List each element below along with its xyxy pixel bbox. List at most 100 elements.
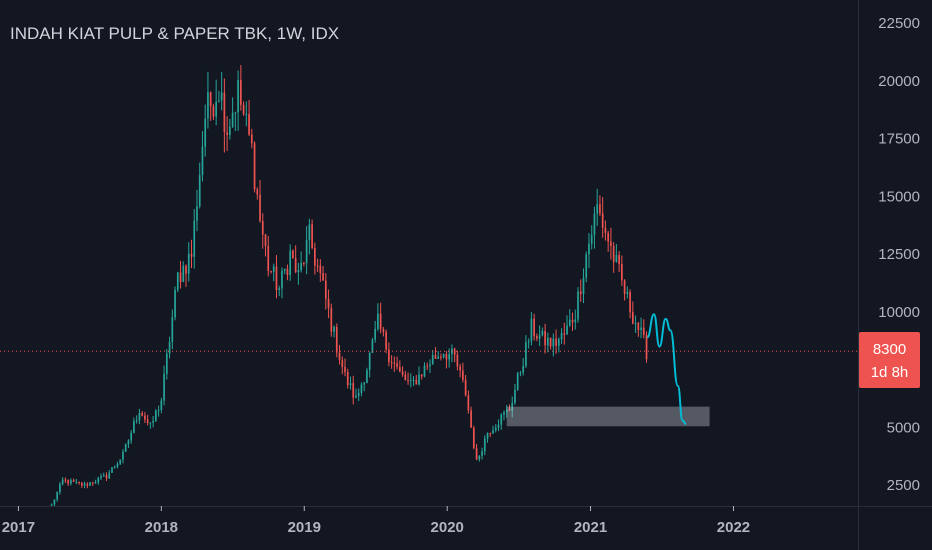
candle-body: [552, 338, 555, 347]
candle-body: [190, 253, 193, 257]
candle-body: [176, 272, 179, 291]
candle: [629, 289, 631, 319]
candle: [130, 430, 133, 444]
candle: [634, 315, 637, 333]
candle: [308, 218, 311, 255]
candle-body: [445, 354, 448, 360]
candle: [311, 219, 313, 250]
candle-body: [116, 463, 119, 467]
candle-body: [464, 379, 467, 396]
candle-body: [442, 354, 445, 358]
candle: [599, 195, 601, 217]
candle: [105, 472, 108, 481]
candle-body: [201, 146, 204, 175]
candle-body: [516, 373, 519, 390]
candle: [530, 312, 533, 346]
candle-body: [530, 318, 533, 342]
time-axis[interactable]: 2017 2018 2019 2020 2021 2022: [2, 506, 750, 536]
candle: [344, 358, 346, 377]
candle-body: [64, 479, 67, 481]
y-tick-label: 5000: [887, 419, 920, 436]
candle-body: [335, 326, 338, 353]
candle-body: [155, 410, 157, 421]
candle-body: [278, 288, 281, 291]
candle: [319, 259, 322, 282]
candle: [525, 335, 527, 368]
candle-body: [174, 290, 176, 318]
candle: [122, 449, 124, 464]
candle-body: [420, 374, 423, 377]
candle: [396, 356, 398, 370]
candle-body: [270, 270, 272, 272]
candle-body: [113, 466, 116, 468]
candle-body: [86, 483, 89, 486]
candle-body: [223, 92, 226, 133]
candle-body: [467, 395, 470, 411]
candle: [442, 353, 445, 359]
candle: [59, 482, 61, 495]
candle: [198, 162, 201, 209]
candle: [478, 455, 481, 462]
candle-body: [637, 323, 640, 331]
candle-body: [297, 269, 300, 273]
candle-body: [418, 374, 420, 385]
candle: [388, 342, 390, 367]
candle-body: [198, 174, 201, 207]
candle: [621, 255, 623, 286]
candle: [146, 414, 149, 426]
y-tick-label: 20000: [878, 73, 920, 90]
candle: [585, 251, 588, 283]
candle-body: [453, 348, 456, 355]
x-tick-label: 2019: [288, 519, 321, 536]
candle: [555, 329, 557, 354]
y-tick-label: 2500: [887, 477, 920, 494]
candle-body: [56, 492, 59, 500]
candle: [190, 239, 193, 269]
candle-body: [642, 327, 645, 335]
candle: [368, 351, 371, 378]
candle: [72, 478, 75, 483]
candle-body: [341, 360, 344, 367]
candle: [67, 479, 69, 486]
projection-drawing[interactable]: [646, 313, 687, 425]
candle-body: [407, 380, 409, 382]
candle-body: [486, 433, 489, 439]
candle-body: [272, 266, 275, 272]
candle: [97, 476, 100, 485]
support-zone[interactable]: [506, 406, 710, 427]
candle-body: [626, 291, 629, 294]
candle-body: [366, 370, 368, 383]
candle: [467, 390, 470, 414]
candle-body: [588, 243, 590, 255]
candle-body: [67, 480, 69, 484]
candle-body: [404, 374, 407, 381]
candle: [335, 323, 338, 358]
candle: [223, 78, 226, 153]
candle: [218, 90, 220, 103]
candle: [283, 268, 286, 275]
candle-body: [281, 270, 283, 289]
candle: [483, 435, 486, 456]
candle-body: [390, 361, 393, 363]
candle-body: [250, 134, 253, 144]
candle-body: [429, 364, 431, 366]
candle-body: [357, 392, 360, 396]
candle: [514, 383, 516, 405]
candle: [437, 351, 440, 360]
candle: [215, 79, 218, 126]
candle: [390, 355, 393, 369]
candle-body: [483, 438, 486, 452]
candle: [322, 265, 324, 281]
candle-body: [618, 254, 620, 264]
candle-body: [604, 227, 607, 233]
candle-body: [97, 477, 100, 483]
candle-body: [566, 325, 568, 335]
candle: [472, 425, 475, 450]
candle: [275, 255, 278, 299]
candle: [111, 466, 113, 473]
candle-body: [256, 189, 259, 195]
candle-body: [489, 433, 492, 435]
candle-body: [78, 481, 80, 483]
candle: [533, 313, 535, 341]
